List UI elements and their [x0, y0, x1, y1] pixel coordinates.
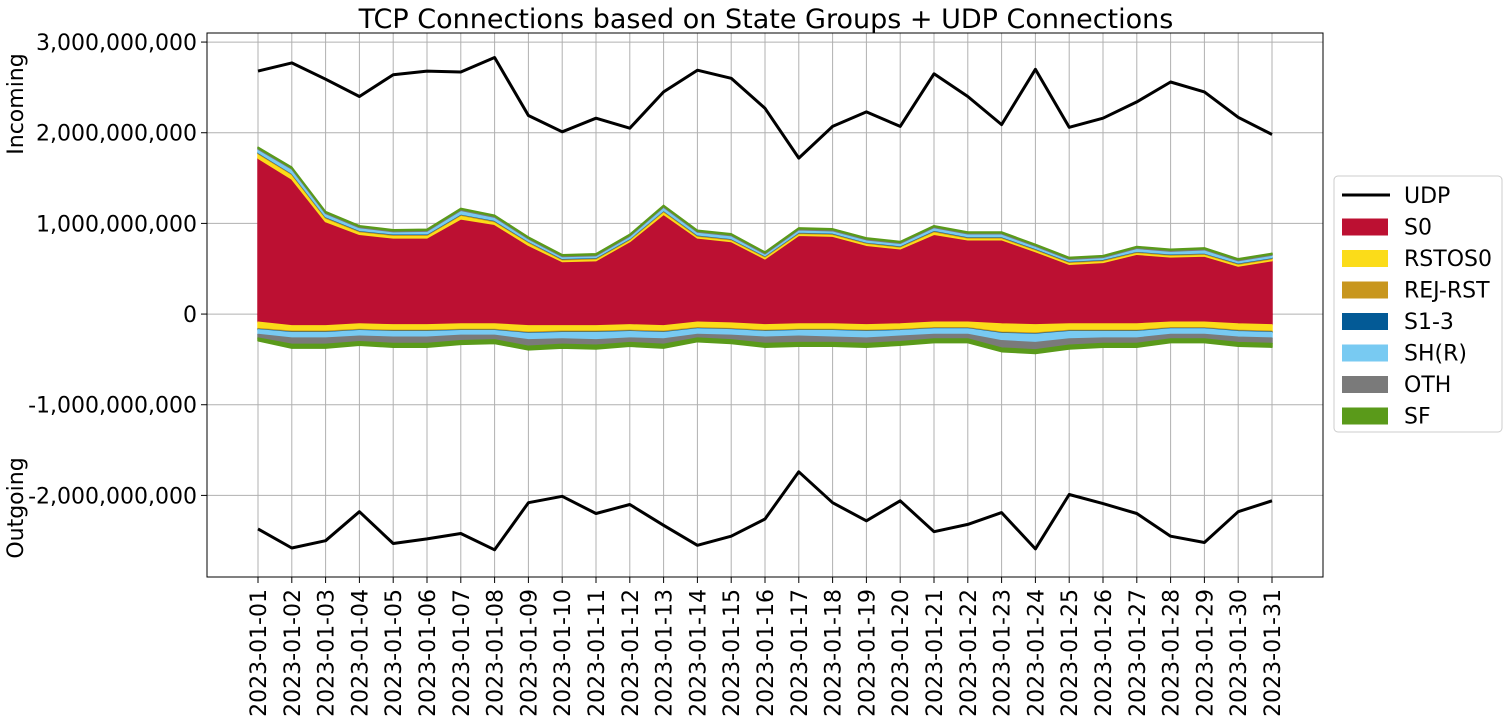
x-tick-label: 2023-01-06 [416, 589, 441, 717]
x-tick-label: 2023-01-25 [1058, 589, 1083, 717]
legend-label-s1-3: S1-3 [1404, 310, 1454, 335]
legend-box [1333, 175, 1503, 433]
x-tick-label: 2023-01-22 [957, 589, 982, 717]
x-tick-label: 2023-01-18 [822, 589, 847, 717]
legend-label-rej-rst: REJ-RST [1404, 279, 1490, 304]
legend-swatch-oth [1342, 376, 1388, 393]
x-tick-label: 2023-01-04 [348, 589, 373, 717]
legend-swatch-sf [1342, 407, 1388, 425]
x-axis-ticks: 2023-01-01 2023-01-02 2023-01-03 2023-01-04… [247, 577, 1286, 717]
x-tick-label: 2023-01-19 [855, 589, 880, 717]
x-tick-label: 2023-01-29 [1193, 589, 1218, 717]
legend-swatch-rstos0 [1342, 250, 1388, 267]
udp-line-outgoing [257, 470, 1273, 552]
y-tick-label: 0 [183, 303, 197, 328]
x-tick-label: 2023-01-15 [720, 589, 745, 717]
legend: UDP S0 RSTOS0 REJ-RST S1-3 SH(R) OTH SF [1333, 175, 1503, 433]
x-tick-label: 2023-01-31 [1261, 589, 1286, 717]
legend-swatch-rej-rst [1342, 281, 1388, 299]
legend-label-rstos0: RSTOS0 [1404, 247, 1492, 272]
legend-label-sf: SF [1404, 405, 1431, 430]
x-tick-label: 2023-01-30 [1227, 589, 1252, 717]
udp-lines [257, 56, 1273, 552]
legend-label-sh-r-: SH(R) [1404, 342, 1467, 367]
y-axis-ticks: 3,000,000,000 2,000,000,000 1,000,000,000 0… [28, 31, 207, 509]
area-sf-outgoing [257, 337, 1273, 355]
x-tick-label: 2023-01-16 [754, 589, 779, 717]
x-tick-label: 2023-01-02 [281, 589, 306, 717]
x-tick-label: 2023-01-11 [585, 589, 610, 717]
x-tick-label: 2023-01-17 [788, 589, 813, 717]
y-axis-label-outgoing: Outgoing [4, 457, 29, 558]
x-tick-label: 2023-01-24 [1024, 589, 1049, 717]
x-tick-label: 2023-01-14 [686, 589, 711, 717]
y-tick-label: 1,000,000,000 [36, 212, 197, 237]
x-tick-label: 2023-01-12 [619, 589, 644, 717]
x-tick-label: 2023-01-01 [247, 589, 272, 717]
y-tick-label: -2,000,000,000 [28, 484, 197, 509]
x-tick-label: 2023-01-28 [1160, 589, 1185, 717]
y-tick-label: -1,000,000,000 [28, 394, 197, 419]
x-tick-label: 2023-01-20 [889, 589, 914, 717]
x-tick-label: 2023-01-26 [1092, 589, 1117, 717]
x-tick-label: 2023-01-08 [484, 589, 509, 717]
x-tick-label: 2023-01-13 [653, 589, 678, 717]
legend-swatch-sh-r- [1342, 344, 1388, 362]
areas [257, 146, 1273, 355]
chart-title: TCP Connections based on State Groups + … [358, 4, 1174, 35]
y-tick-label: 3,000,000,000 [36, 31, 197, 56]
x-tick-label: 2023-01-21 [923, 589, 948, 717]
legend-swatch-s1-3 [1342, 313, 1388, 330]
x-tick-label: 2023-01-27 [1126, 589, 1151, 717]
x-tick-label: 2023-01-10 [551, 589, 576, 717]
legend-swatch-s0 [1342, 218, 1388, 236]
legend-label-oth: OTH [1404, 373, 1451, 398]
x-tick-label: 2023-01-07 [450, 589, 475, 717]
x-tick-label: 2023-01-03 [315, 589, 340, 717]
udp-line-incoming [257, 56, 1273, 160]
x-tick-label: 2023-01-05 [382, 589, 407, 717]
y-axis-label-incoming: Incoming [4, 53, 29, 154]
x-tick-label: 2023-01-23 [991, 589, 1016, 717]
legend-label-udp: UDP [1404, 184, 1450, 209]
legend-label-s0: S0 [1404, 216, 1432, 241]
area-sf-incoming [257, 146, 1273, 261]
y-tick-label: 2,000,000,000 [36, 122, 197, 147]
x-tick-label: 2023-01-09 [517, 589, 542, 717]
